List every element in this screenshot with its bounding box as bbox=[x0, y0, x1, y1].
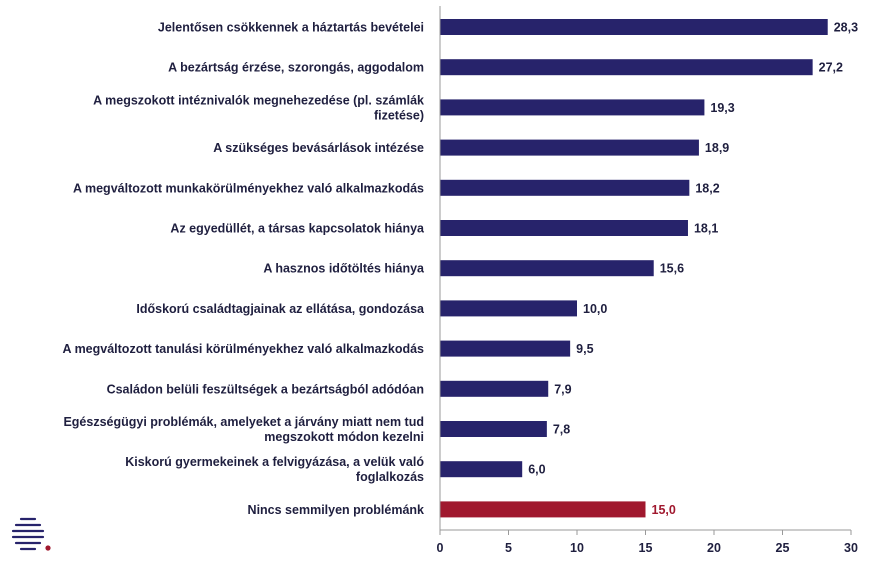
bar bbox=[440, 501, 646, 518]
value-label: 15,6 bbox=[660, 262, 684, 276]
category-label-line: fizetése) bbox=[374, 108, 424, 122]
bar bbox=[440, 380, 549, 397]
bar bbox=[440, 340, 571, 357]
category-label-line: A hasznos időtöltés hiánya bbox=[263, 262, 425, 276]
category-label: A bezártság érzése, szorongás, aggodalom bbox=[168, 61, 424, 75]
category-label-line: A bezártság érzése, szorongás, aggodalom bbox=[168, 61, 424, 75]
category-label-line: foglalkozás bbox=[356, 470, 424, 484]
value-labels-group: 28,3 27,2 19,3 18,9 18,2 18,1 15,6 10,0 9,5 7,9 7,… bbox=[528, 21, 858, 517]
category-label: Időskorú családtagjainak az ellátása, go… bbox=[136, 302, 425, 316]
category-label-line: A megváltozott tanulási körülményekhez v… bbox=[63, 342, 425, 356]
value-label: 18,9 bbox=[705, 141, 729, 155]
category-label-line: Családon belüli feszültségek a bezártság… bbox=[107, 382, 424, 396]
x-tick-label: 15 bbox=[639, 541, 653, 555]
bar bbox=[440, 99, 705, 116]
category-label: A szükséges bevásárlások intézése bbox=[213, 141, 424, 155]
bar bbox=[440, 220, 688, 236]
bar bbox=[440, 19, 828, 35]
x-ticks-group: 0 5 10 15 20 25 30 bbox=[437, 530, 858, 555]
striped-globe-logo-icon bbox=[11, 517, 51, 551]
category-label-line: Nincs semmilyen problémánk bbox=[248, 503, 425, 517]
category-label: Kiskorú gyermekeinek a felvigyázása, a v… bbox=[125, 455, 424, 484]
value-label: 9,5 bbox=[576, 342, 593, 356]
value-label: 7,8 bbox=[553, 423, 570, 437]
x-tick-label: 25 bbox=[776, 541, 790, 555]
bar bbox=[440, 421, 547, 437]
logo-stripes bbox=[11, 517, 45, 551]
category-label: Nincs semmilyen problémánk bbox=[248, 503, 425, 517]
x-tick-label: 30 bbox=[844, 541, 858, 555]
category-label: Egészségügyi problémák, amelyeket a járv… bbox=[63, 415, 424, 444]
category-label: Az egyedüllét, a társas kapcsolatok hián… bbox=[170, 222, 425, 236]
value-label: 27,2 bbox=[819, 61, 843, 75]
category-label-line: megszokott módon kezelni bbox=[264, 430, 424, 444]
category-label: A hasznos időtöltés hiánya bbox=[263, 262, 425, 276]
value-label: 18,2 bbox=[695, 181, 719, 195]
category-label-line: Az egyedüllét, a társas kapcsolatok hián… bbox=[170, 222, 425, 236]
category-label-line: Kiskorú gyermekeinek a felvigyázása, a v… bbox=[125, 455, 424, 469]
category-labels-group: Jelentősen csökkennek a háztartás bevéte… bbox=[63, 21, 426, 517]
bars-group bbox=[440, 19, 828, 518]
x-tick-label: 10 bbox=[570, 541, 584, 555]
value-label: 7,9 bbox=[554, 382, 571, 396]
x-tick-label: 20 bbox=[707, 541, 721, 555]
logo-dot bbox=[45, 545, 51, 551]
x-tick-label: 5 bbox=[505, 541, 512, 555]
bar bbox=[440, 139, 699, 156]
category-label: Jelentősen csökkennek a háztartás bevéte… bbox=[158, 21, 424, 35]
category-label-line: A megszokott intéznivalók megnehezedése … bbox=[93, 93, 424, 107]
category-label: Családon belüli feszültségek a bezártság… bbox=[107, 382, 424, 396]
value-label: 6,0 bbox=[528, 463, 545, 477]
category-label-line: A megváltozott munkakörülményekhez való … bbox=[73, 181, 424, 195]
value-label: 15,0 bbox=[652, 503, 676, 517]
category-label-line: A szükséges bevásárlások intézése bbox=[213, 141, 424, 155]
bar bbox=[440, 461, 523, 478]
category-label: A megváltozott tanulási körülményekhez v… bbox=[63, 342, 425, 356]
value-label: 10,0 bbox=[583, 302, 607, 316]
bar bbox=[440, 179, 690, 196]
value-label: 19,3 bbox=[710, 101, 734, 115]
category-label-line: Időskorú családtagjainak az ellátása, go… bbox=[136, 302, 425, 316]
value-label: 28,3 bbox=[834, 21, 858, 35]
category-label: A megszokott intéznivalók megnehezedése … bbox=[93, 93, 424, 122]
bar bbox=[440, 59, 813, 76]
bar bbox=[440, 300, 577, 317]
category-label-line: Jelentősen csökkennek a háztartás bevéte… bbox=[158, 21, 424, 35]
value-label: 18,1 bbox=[694, 222, 718, 236]
bar bbox=[440, 260, 654, 277]
category-label: A megváltozott munkakörülményekhez való … bbox=[73, 181, 424, 195]
x-tick-label: 0 bbox=[437, 541, 444, 555]
category-label-line: Egészségügyi problémák, amelyeket a járv… bbox=[63, 415, 424, 429]
